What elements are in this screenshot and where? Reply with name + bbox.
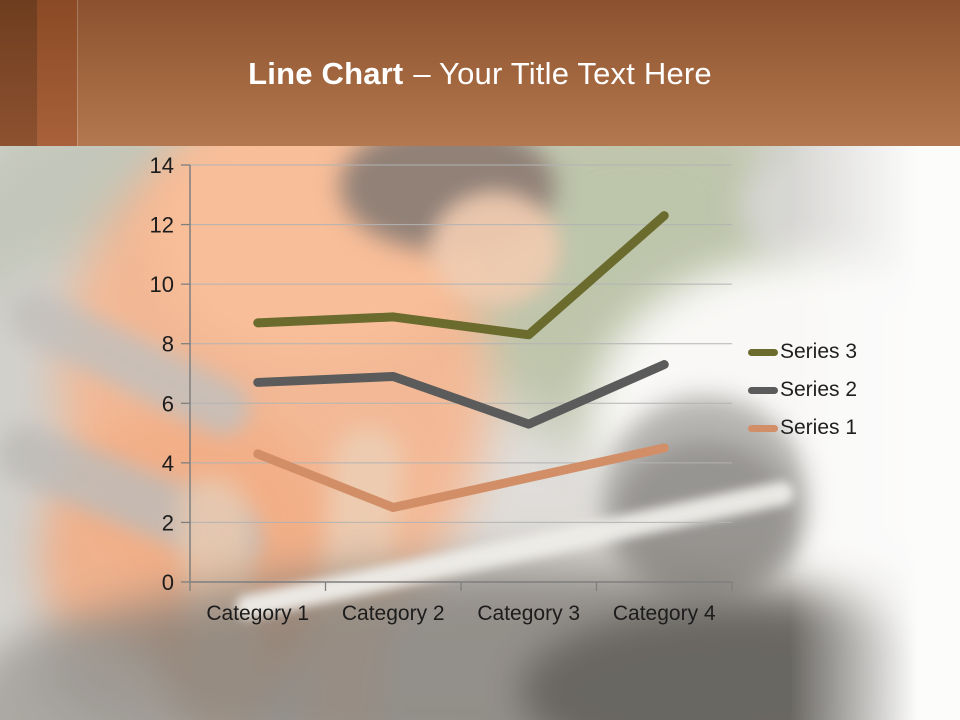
slide-title: Line Chart – Your Title Text Here	[0, 56, 960, 92]
x-axis-category-label: Category 2	[342, 602, 445, 625]
x-axis-category-label: Category 1	[206, 602, 309, 625]
y-axis-tick-label: 12	[150, 213, 174, 238]
slide-title-rest: – Your Title Text Here	[413, 56, 712, 91]
legend-swatch-series-2	[748, 386, 778, 394]
x-axis-category-label: Category 4	[613, 602, 716, 625]
header-banner: Line Chart – Your Title Text Here	[0, 0, 960, 146]
y-axis-tick-label: 2	[162, 510, 174, 535]
y-axis-tick-label: 4	[162, 451, 174, 476]
y-axis-tick-label: 8	[162, 332, 174, 357]
legend-entry-series-2: Series 2	[748, 378, 857, 402]
series-line-series-2	[253, 360, 669, 429]
series-line-series-3	[253, 211, 669, 340]
legend-swatch-series-1	[748, 424, 778, 432]
x-axis-category-label: Category 3	[477, 602, 580, 625]
legend-swatch-series-3	[748, 348, 778, 356]
legend-label: Series 2	[780, 378, 858, 401]
slide-title-bold: Line Chart	[248, 56, 404, 91]
y-axis-tick-label: 6	[162, 391, 174, 416]
y-axis-tick-label: 10	[150, 272, 174, 297]
background-photo	[0, 146, 960, 720]
y-axis-tick-label: 0	[162, 570, 174, 595]
legend-entry-series-1: Series 1	[748, 416, 857, 440]
legend-label: Series 1	[780, 416, 858, 439]
legend-label: Series 3	[780, 340, 858, 363]
header-accent-band-medium	[37, 0, 77, 146]
legend-entry-series-3: Series 3	[748, 340, 857, 364]
y-axis-tick-label: 14	[150, 153, 174, 178]
chart-legend: Series 3 Series 2 Series 1	[748, 340, 857, 454]
header-accent-band-dark	[0, 0, 37, 146]
series-line-series-1	[253, 443, 669, 513]
